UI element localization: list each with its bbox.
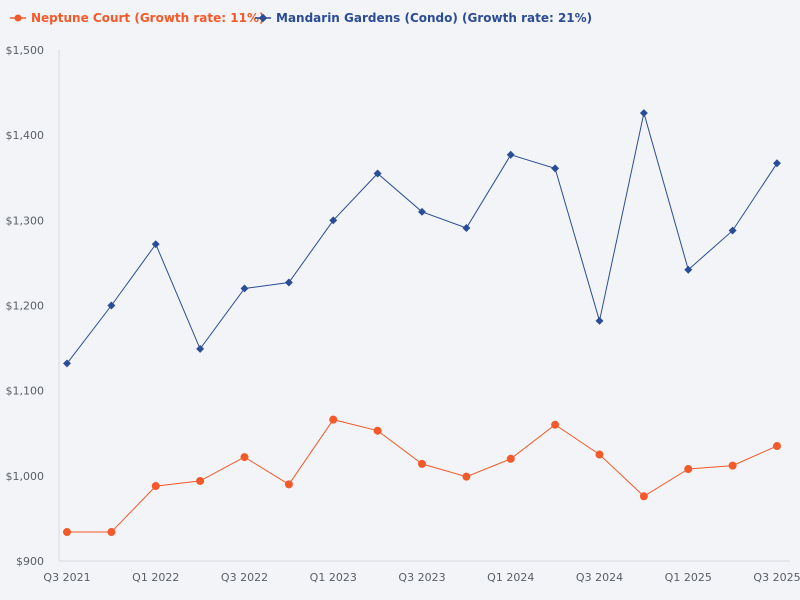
y-tick-label: $1,100 (6, 385, 45, 398)
x-tick-label: Q1 2025 (665, 571, 712, 584)
data-point-marker[interactable] (107, 301, 116, 310)
x-tick-label: Q3 2022 (221, 571, 268, 584)
data-point-marker[interactable] (284, 278, 293, 287)
data-point-marker[interactable] (462, 472, 471, 481)
y-tick-label: $1,300 (6, 214, 45, 227)
legend: Neptune Court (Growth rate: 11%) Mandari… (10, 11, 592, 25)
legend-item-neptune-court[interactable]: Neptune Court (Growth rate: 11%) (10, 11, 264, 25)
x-tick-label: Q3 2025 (753, 571, 800, 584)
data-point-marker[interactable] (506, 454, 515, 463)
x-tick-label: Q1 2023 (310, 571, 357, 584)
data-point-marker[interactable] (373, 426, 382, 435)
y-axis-ticks: $900 $1,000 $1,100 $1,200 $1,300 $1,400 $1,500 (6, 44, 45, 568)
data-point-marker[interactable] (151, 240, 160, 249)
legend-label-mandarin-gardens: Mandarin Gardens (Condo) (Growth rate: 2… (276, 11, 592, 25)
data-point-marker[interactable] (63, 528, 71, 537)
y-tick-label: $1,000 (6, 470, 45, 483)
data-point-marker[interactable] (684, 265, 693, 274)
data-point-marker[interactable] (373, 169, 382, 178)
plot-area (63, 109, 781, 537)
data-point-marker[interactable] (196, 344, 205, 353)
legend-diamond-marker-icon (258, 13, 268, 23)
data-point-marker[interactable] (773, 442, 781, 451)
data-point-marker[interactable] (329, 216, 338, 225)
data-point-marker[interactable] (329, 415, 338, 424)
series-line-0 (67, 419, 778, 533)
data-point-marker[interactable] (551, 164, 560, 173)
x-tick-label: Q1 2022 (132, 571, 179, 584)
data-point-marker[interactable] (639, 109, 648, 117)
data-point-marker[interactable] (551, 420, 560, 429)
data-point-marker[interactable] (728, 226, 737, 235)
legend-item-mandarin-gardens[interactable]: Mandarin Gardens (Condo) (Growth rate: 2… (255, 11, 592, 25)
legend-label-neptune-court: Neptune Court (Growth rate: 11%) (31, 11, 264, 25)
data-point-marker[interactable] (418, 207, 426, 216)
y-tick-label: $900 (16, 555, 44, 568)
data-point-marker[interactable] (240, 284, 249, 293)
data-point-marker[interactable] (462, 224, 471, 232)
data-point-marker[interactable] (595, 316, 604, 325)
data-point-marker[interactable] (506, 150, 515, 159)
legend-circle-marker-icon (14, 14, 22, 22)
data-point-marker[interactable] (240, 453, 249, 462)
data-point-marker[interactable] (151, 482, 160, 491)
y-tick-label: $1,200 (6, 300, 45, 313)
data-point-marker[interactable] (418, 459, 426, 468)
x-axis-ticks: Q3 2021 Q1 2022 Q3 2022 Q1 2023 Q3 2023 Q1 20… (43, 571, 800, 584)
data-point-marker[interactable] (684, 465, 693, 474)
data-point-marker[interactable] (728, 461, 737, 470)
data-point-marker[interactable] (63, 359, 71, 368)
data-point-marker[interactable] (639, 492, 648, 501)
data-point-marker[interactable] (284, 480, 293, 489)
data-point-marker[interactable] (196, 476, 205, 485)
x-tick-label: Q3 2021 (43, 571, 90, 584)
data-point-marker[interactable] (773, 159, 781, 168)
x-tick-label: Q1 2024 (487, 571, 534, 584)
x-tick-label: Q3 2024 (576, 571, 623, 584)
y-tick-label: $1,400 (6, 129, 45, 142)
series-line-1 (66, 112, 778, 364)
x-tick-label: Q3 2023 (398, 571, 445, 584)
data-point-marker[interactable] (107, 528, 116, 537)
y-tick-label: $1,500 (6, 44, 45, 57)
data-point-marker[interactable] (595, 450, 604, 459)
